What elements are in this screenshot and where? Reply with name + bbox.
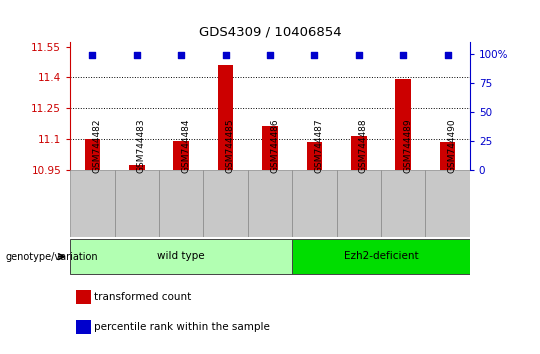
Text: GSM744485: GSM744485 [226,119,234,173]
Text: GSM744482: GSM744482 [92,119,102,173]
Point [177,52,186,57]
Text: GSM744489: GSM744489 [403,119,412,173]
Point [132,52,141,57]
Bar [76,320,91,334]
Text: Ezh2-deficient: Ezh2-deficient [343,251,418,261]
Bar [336,170,381,237]
Bar [292,239,470,274]
Bar [114,170,159,237]
Bar [159,170,204,237]
Bar [292,170,336,237]
Bar [129,165,145,170]
Text: percentile rank within the sample: percentile rank within the sample [94,322,270,332]
Bar [218,65,233,170]
Bar [440,142,455,170]
Bar [173,141,189,170]
Bar [70,170,114,237]
Text: transformed count: transformed count [94,292,191,302]
Bar [76,290,91,304]
Text: GSM744486: GSM744486 [270,119,279,173]
Bar [307,142,322,170]
Text: GSM744488: GSM744488 [359,119,368,173]
Text: genotype/variation: genotype/variation [5,252,98,262]
Point [221,52,230,57]
Point [88,52,97,57]
Title: GDS4309 / 10406854: GDS4309 / 10406854 [199,25,341,39]
Bar [426,170,470,237]
Bar [85,139,100,170]
Bar [381,170,426,237]
Bar [70,239,292,274]
Point [443,52,452,57]
Point [354,52,363,57]
Bar [351,136,367,170]
Point [310,52,319,57]
Bar [204,170,248,237]
Text: GSM744487: GSM744487 [314,119,323,173]
Point [266,52,274,57]
Text: wild type: wild type [157,251,205,261]
Bar [262,126,278,170]
Text: GSM744490: GSM744490 [448,119,457,173]
Bar [248,170,292,237]
Bar [395,80,411,170]
Point [399,52,408,57]
Text: GSM744484: GSM744484 [181,119,190,173]
Text: GSM744483: GSM744483 [137,119,146,173]
